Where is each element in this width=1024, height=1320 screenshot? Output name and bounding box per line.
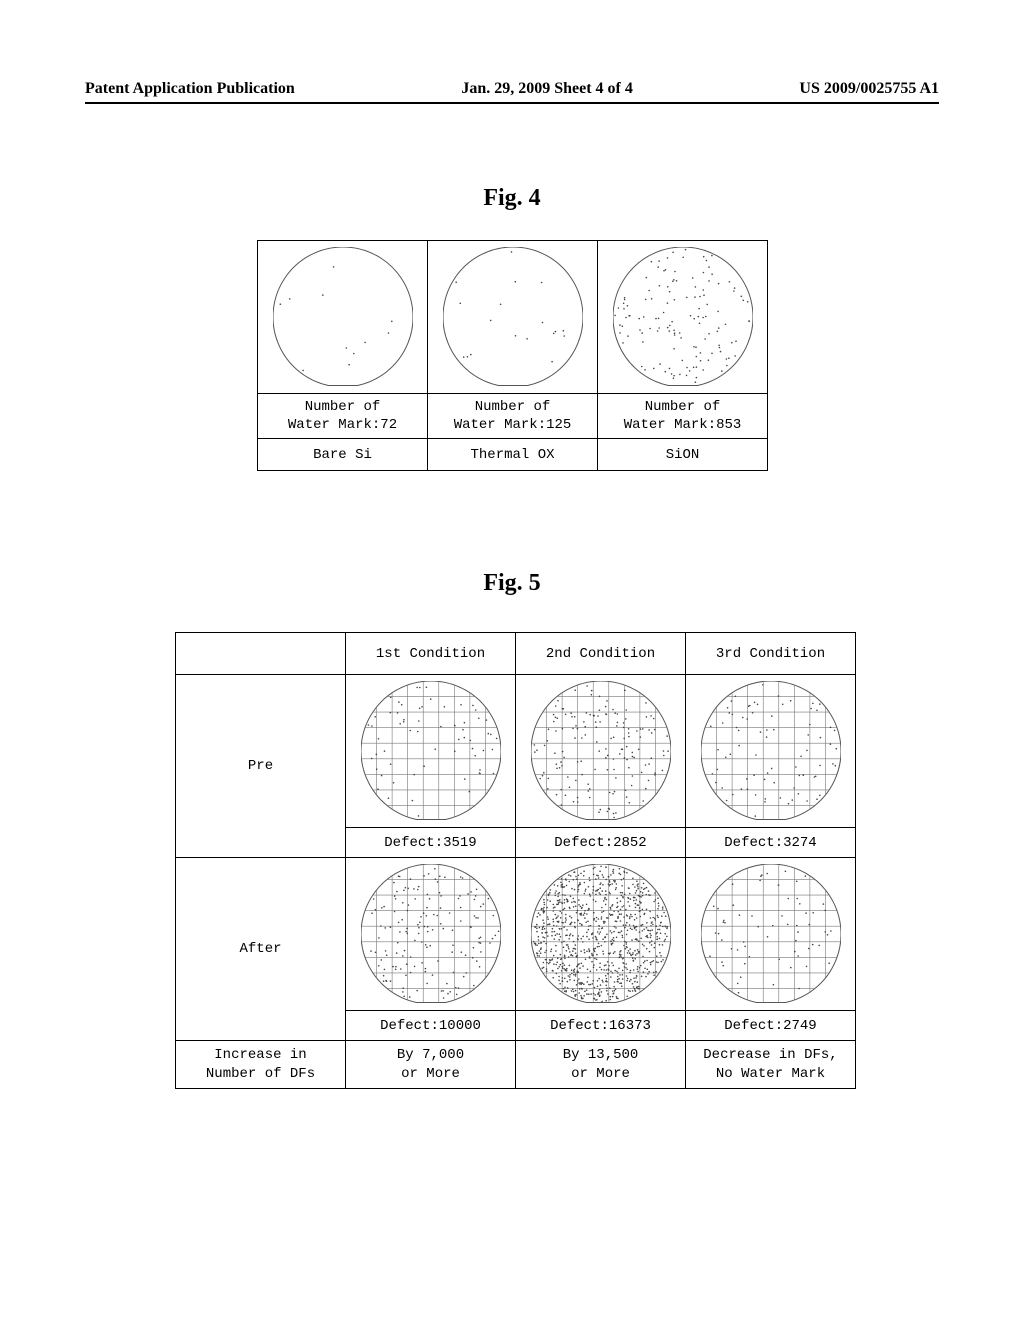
header-right: US 2009/0025755 A1 xyxy=(799,80,939,98)
fig4-table: Number of Water Mark:72 Number of Water … xyxy=(257,240,768,471)
fig5-pre-wafer-2 xyxy=(686,675,856,828)
fig5-rowhead-after: After xyxy=(176,858,346,1041)
fig4-count-1: Number of Water Mark:125 xyxy=(428,394,598,439)
fig4-material-0: Bare Si xyxy=(258,439,428,471)
fig4-label: Fig. 4 xyxy=(0,185,1024,212)
fig5-pre-defect-2: Defect:3274 xyxy=(686,828,856,858)
fig4-count-2: Number of Water Mark:853 xyxy=(598,394,768,439)
fig5-footer-row: Increase inNumber of DFs By 7,000or More… xyxy=(176,1041,856,1089)
fig5-header-row: 1st Condition 2nd Condition 3rd Conditio… xyxy=(176,633,856,675)
fig4-material-row: Bare Si Thermal OX SiON xyxy=(258,439,768,471)
fig5-pre-wafer-1 xyxy=(516,675,686,828)
fig5-pre-wafer-row: Pre xyxy=(176,675,856,828)
fig5-after-wafer-1 xyxy=(516,858,686,1011)
page-header: Patent Application Publication Jan. 29, … xyxy=(85,80,939,104)
fig4-count-value-0: Water Mark:72 xyxy=(288,417,397,433)
fig4-wafer-2 xyxy=(598,241,768,394)
fig5-footer-1: By 13,500or More xyxy=(516,1041,686,1089)
fig5-after-defect-2: Defect:2749 xyxy=(686,1011,856,1041)
fig5-label: Fig. 5 xyxy=(0,570,1024,597)
fig5-pre-defect-1: Defect:2852 xyxy=(516,828,686,858)
fig5-rowhead-footer: Increase inNumber of DFs xyxy=(176,1041,346,1089)
fig5-corner xyxy=(176,633,346,675)
fig4-count-0: Number of Water Mark:72 xyxy=(258,394,428,439)
fig5-after-wafer-row: After xyxy=(176,858,856,1011)
fig4-wafer-0 xyxy=(258,241,428,394)
fig5-pre-wafer-0 xyxy=(346,675,516,828)
fig5-pre-defect-0: Defect:3519 xyxy=(346,828,516,858)
fig5-table: 1st Condition 2nd Condition 3rd Conditio… xyxy=(175,632,856,1089)
fig5-footer-2: Decrease in DFs,No Water Mark xyxy=(686,1041,856,1089)
header-left: Patent Application Publication xyxy=(85,80,295,98)
fig5-after-wafer-0 xyxy=(346,858,516,1011)
header-center: Jan. 29, 2009 Sheet 4 of 4 xyxy=(461,80,633,98)
fig4-material-1: Thermal OX xyxy=(428,439,598,471)
fig4-material-2: SiON xyxy=(598,439,768,471)
fig5-after-defect-1: Defect:16373 xyxy=(516,1011,686,1041)
fig4-wafer-row xyxy=(258,241,768,394)
fig4-count-value-1: Water Mark:125 xyxy=(454,417,572,433)
fig5-after-defect-0: Defect:10000 xyxy=(346,1011,516,1041)
fig5-colhead-0: 1st Condition xyxy=(346,633,516,675)
fig4-count-label-0: Number of xyxy=(305,399,381,415)
fig5-rowhead-pre: Pre xyxy=(176,675,346,858)
fig4-count-value-2: Water Mark:853 xyxy=(624,417,742,433)
fig4-count-row: Number of Water Mark:72 Number of Water … xyxy=(258,394,768,439)
fig5-colhead-2: 3rd Condition xyxy=(686,633,856,675)
fig5-colhead-1: 2nd Condition xyxy=(516,633,686,675)
fig4-count-label-2: Number of xyxy=(645,399,721,415)
fig4-count-label-1: Number of xyxy=(475,399,551,415)
fig4-wafer-1 xyxy=(428,241,598,394)
fig5-after-wafer-2 xyxy=(686,858,856,1011)
fig5-footer-0: By 7,000or More xyxy=(346,1041,516,1089)
